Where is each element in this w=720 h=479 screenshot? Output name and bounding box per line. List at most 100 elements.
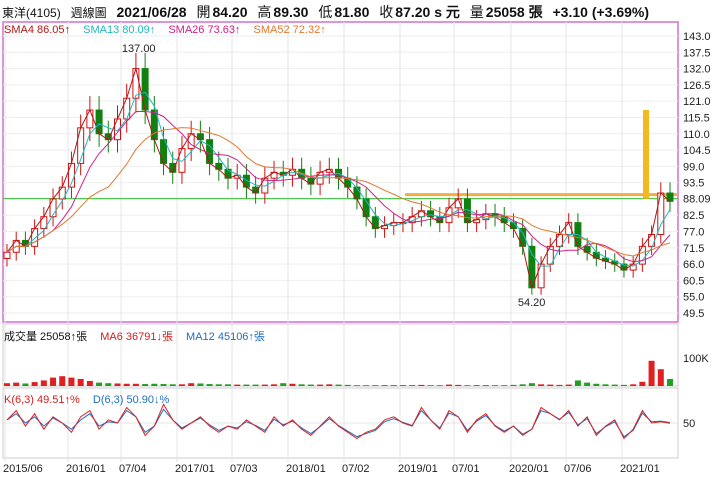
volume-bar (648, 360, 655, 386)
x-tick-label: 2015/06 (3, 463, 43, 475)
volume-bar (289, 383, 296, 386)
volume-bar (556, 384, 563, 386)
candle-body (537, 263, 545, 289)
volume-y-tick: 100K (683, 353, 709, 365)
x-tick-label: 07/03 (230, 463, 258, 475)
volume-bar (317, 384, 324, 386)
sma4-legend: SMA4 86.05↑ (4, 24, 71, 36)
volume-bar (667, 379, 673, 386)
kd-y-tick: 50 (683, 418, 695, 430)
y-tick-label: 49.5 (683, 308, 704, 320)
open: 84.20 (212, 4, 248, 20)
d-legend: D(6,3) 50.90↓% (92, 394, 170, 406)
k-legend: K(6,3) 49.51↑% (4, 394, 80, 406)
change: +3.10 (+3.69%) (552, 4, 650, 20)
price-legend: SMA4 86.05↑ SMA13 80.09↑ SMA26 73.63↑ SM… (4, 24, 336, 36)
volume-bar (464, 385, 471, 386)
volume-bar (492, 385, 499, 386)
high-label: 高 (257, 4, 272, 20)
k-line (6, 403, 671, 440)
y-tick-label: 104.5 (683, 145, 711, 157)
volume-bar (510, 384, 517, 386)
volume-bar (298, 384, 305, 386)
volume-bar (528, 383, 535, 386)
volume-bar (602, 384, 609, 386)
volume-bar (160, 384, 167, 386)
volume-legend-text: 成交量 25058↑張 (4, 331, 88, 343)
volume-bar (538, 384, 545, 386)
close: 87.20 s 元 (395, 4, 460, 20)
y-tick-label: 132.0 (683, 64, 711, 76)
x-tick-label: 07/04 (119, 463, 147, 475)
volume-bar (22, 383, 29, 386)
candle-body (123, 97, 131, 120)
low: 81.80 (334, 4, 370, 20)
low-annotation: 54.20 (518, 297, 546, 309)
volume-bar (390, 385, 397, 386)
volume-bar (436, 385, 443, 386)
volume-bar (123, 383, 130, 386)
y-tick-label: 115.5 (683, 112, 710, 124)
volume-bar (59, 376, 66, 386)
volume-bar (225, 384, 231, 386)
y-tick-label: 77.0 (683, 227, 704, 239)
ma6-legend: MA6 36791↓張 (100, 331, 173, 343)
volume-bar (13, 382, 20, 386)
volume-bar (565, 384, 572, 386)
volume-bar (96, 382, 103, 386)
candle-body (141, 68, 149, 111)
volume-bar (630, 384, 637, 386)
volume-bar (105, 383, 112, 386)
candle-body (648, 233, 656, 247)
volume-bar (381, 385, 388, 386)
sma26-legend: SMA26 73.63↑ (168, 24, 241, 36)
stock-name: 東洋(4105) (2, 6, 61, 20)
x-tick-label: 2021/01 (620, 463, 660, 475)
volume-bar (4, 383, 10, 386)
y-tick-label: 66.0 (683, 259, 704, 271)
volume-bar (519, 384, 526, 386)
volume-bar (593, 383, 600, 386)
volume-bar (620, 384, 627, 386)
volume-bar (31, 382, 38, 386)
y-tick-label: 99.0 (683, 161, 704, 173)
x-tick-label: 07/01 (452, 463, 480, 475)
volume-bar (418, 384, 425, 386)
volume-bar (178, 384, 185, 386)
volume-bar (574, 380, 581, 386)
volume-bar (409, 385, 416, 386)
y-tick-label: 93.5 (683, 178, 704, 190)
volume-bar (86, 380, 93, 386)
volume-bar (482, 385, 489, 386)
volume-bar (344, 384, 351, 386)
volume-bar (326, 384, 333, 386)
candle-body (132, 68, 140, 99)
volume-bar (372, 385, 379, 386)
volume-bar (473, 385, 480, 386)
volume-bar (335, 384, 342, 386)
candle-body (95, 109, 103, 135)
y-tick-label: 55.0 (683, 292, 704, 304)
volume-bar (77, 379, 84, 386)
candle-body (31, 228, 39, 247)
sma13-legend: SMA13 80.09↑ (83, 24, 156, 36)
chart-kind: 週線圖 (70, 6, 107, 20)
sma52-legend: SMA52 72.32↑ (253, 24, 326, 36)
volume-bar (611, 384, 618, 386)
volume-bar (363, 385, 370, 386)
x-tick-label: 2020/01 (509, 463, 549, 475)
volume-bar (151, 383, 158, 386)
price-panel (2, 21, 679, 323)
sma-line-1 (6, 91, 671, 267)
volume-bar (68, 377, 75, 386)
x-tick-label: 2016/01 (66, 463, 106, 475)
y-tick-label: 60.5 (683, 275, 704, 287)
signal-bar (643, 110, 649, 199)
volume-bar (243, 384, 250, 386)
x-tick-label: 07/06 (564, 463, 592, 475)
volume-bar (40, 380, 47, 386)
volume-bar (261, 384, 268, 386)
candle-body (657, 192, 665, 235)
